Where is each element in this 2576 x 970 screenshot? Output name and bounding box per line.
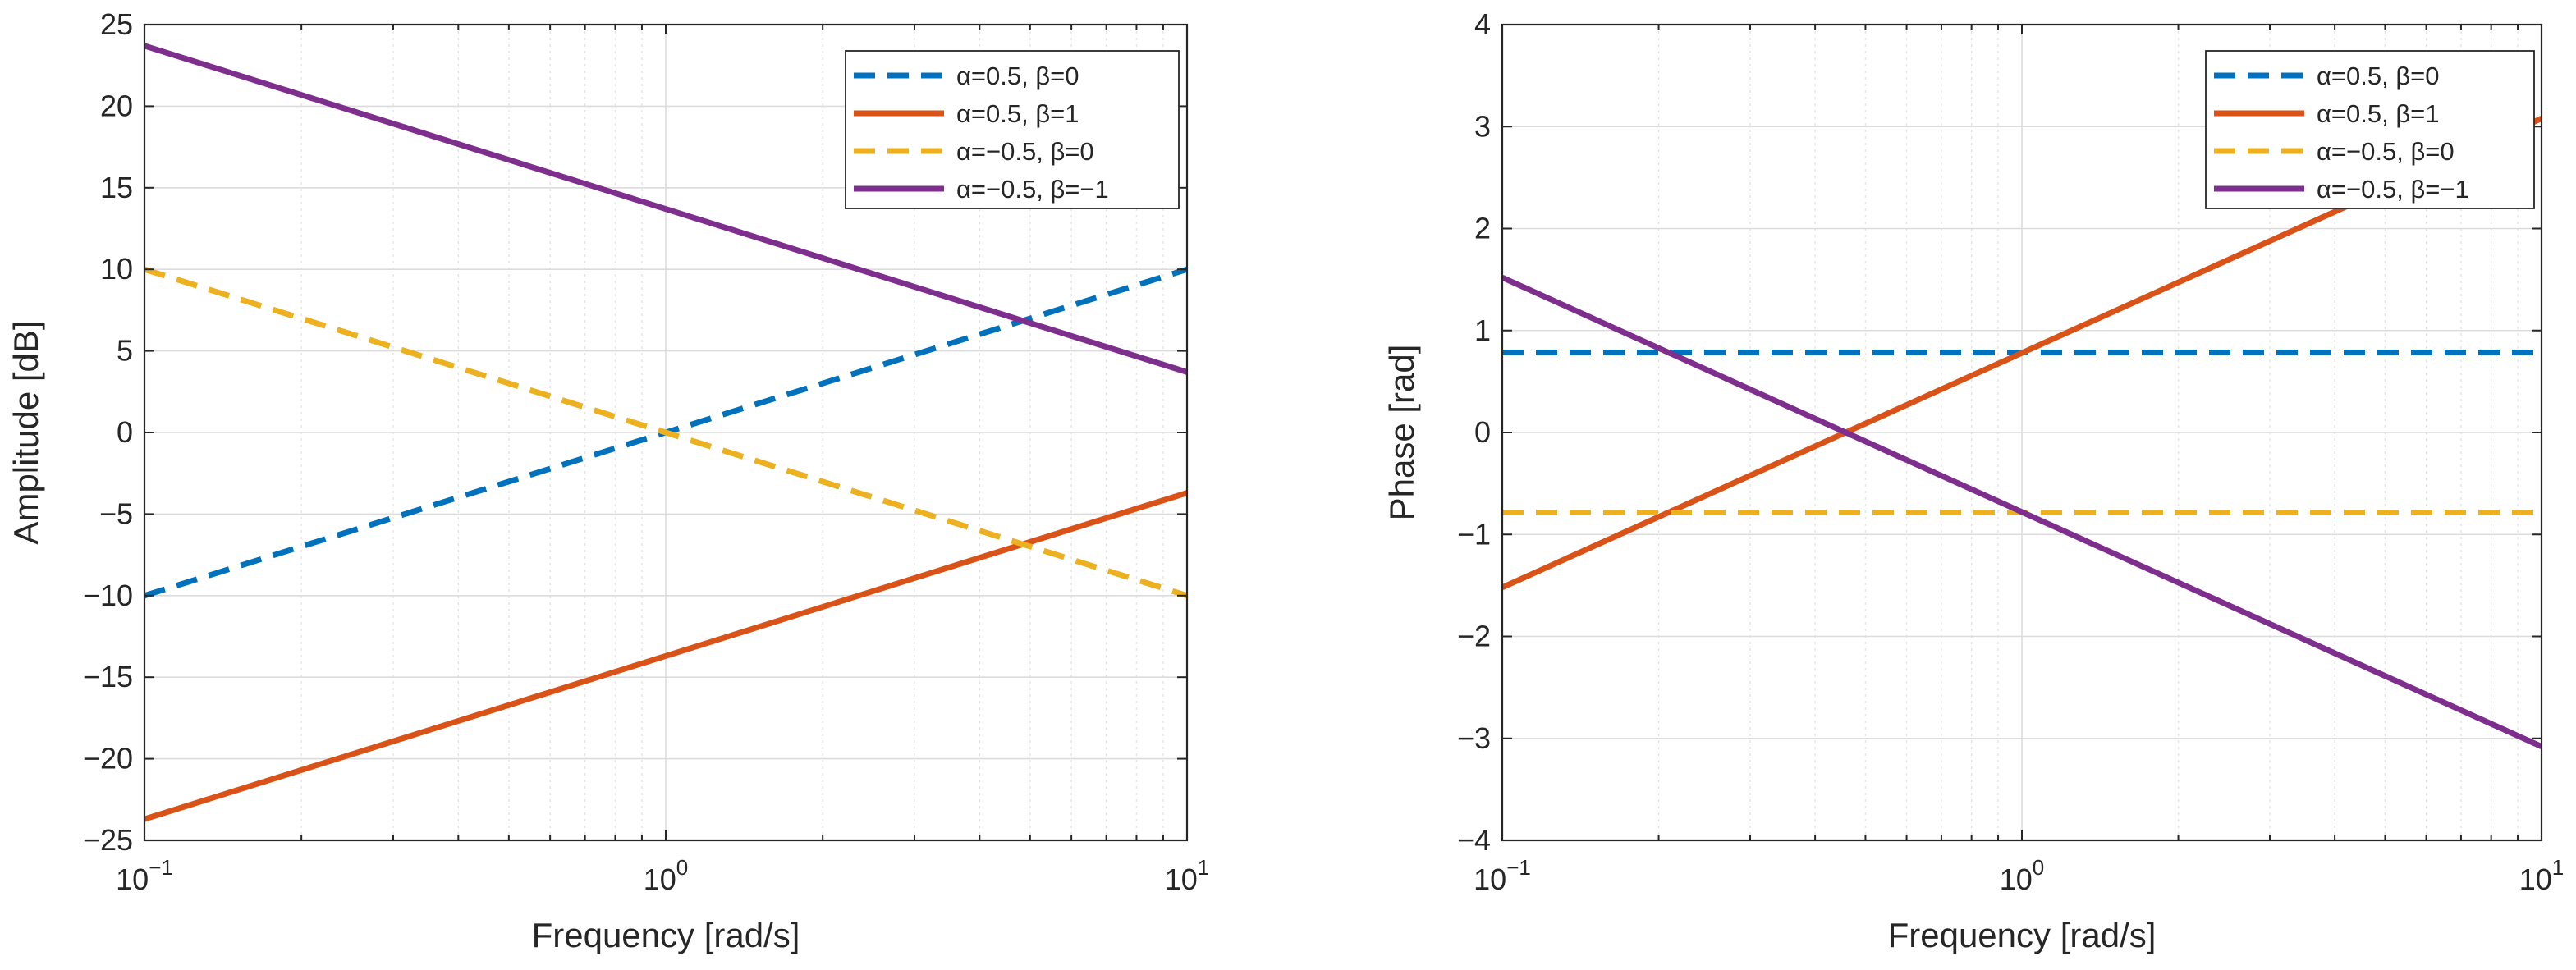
x-tick-label: 101 <box>2519 855 2565 896</box>
y-tick-label: 5 <box>117 334 133 368</box>
series-line-2 <box>144 490 1187 822</box>
y-tick-label: 15 <box>100 171 133 204</box>
x-tick-label: 100 <box>644 855 689 896</box>
y-tick-label: −1 <box>1457 517 1491 551</box>
y-tick-label: 0 <box>1474 415 1491 449</box>
y-tick-label: 2 <box>1474 212 1491 245</box>
series-line-4 <box>1502 274 2542 749</box>
x-axis-label: Frequency [rad/s] <box>532 916 800 954</box>
y-tick-label: 25 <box>100 7 133 41</box>
legend-label-1: α=0.5, β=0 <box>2317 62 2440 90</box>
legend-label-4: α=−0.5, β=−1 <box>2317 175 2469 204</box>
y-axis-label: Phase [rad] <box>1382 345 1421 521</box>
y-tick-label: 1 <box>1474 313 1491 347</box>
legend-label-2: α=0.5, β=1 <box>2317 99 2440 128</box>
y-tick-label: −5 <box>99 496 133 530</box>
y-tick-label: −4 <box>1457 823 1491 857</box>
legend-label-3: α=−0.5, β=0 <box>956 137 1094 166</box>
legend-label-1: α=0.5, β=0 <box>956 62 1079 90</box>
y-tick-label: 4 <box>1474 7 1491 41</box>
y-tick-label: −20 <box>83 742 133 776</box>
y-tick-label: −15 <box>83 660 133 693</box>
x-tick-label: 101 <box>1165 855 1210 896</box>
x-tick-label: 100 <box>2000 855 2045 896</box>
y-tick-label: −10 <box>83 579 133 612</box>
legend-label-4: α=−0.5, β=−1 <box>956 175 1109 204</box>
y-axis-label: Amplitude [dB] <box>7 320 45 544</box>
series-line-3 <box>144 266 1187 599</box>
y-tick-label: 0 <box>117 415 133 449</box>
x-tick-label: 10−1 <box>1474 855 1531 896</box>
legend: α=0.5, β=0 α=0.5, β=1 α=−0.5, β=0 α=−0.5, β… <box>845 50 1180 209</box>
legend: α=0.5, β=0 α=0.5, β=1 α=−0.5, β=0 α=−0.5, β… <box>2205 50 2535 209</box>
legend-label-3: α=−0.5, β=0 <box>2317 137 2455 166</box>
y-tick-label: 20 <box>100 89 133 122</box>
y-tick-label: −2 <box>1457 620 1491 653</box>
series-line-4 <box>144 43 1187 375</box>
y-tick-label: −25 <box>83 823 133 857</box>
x-axis-label: Frequency [rad/s] <box>1888 916 2157 954</box>
x-tick-label: 10−1 <box>116 855 173 896</box>
y-tick-label: 10 <box>100 252 133 286</box>
y-tick-label: −3 <box>1457 721 1491 755</box>
y-tick-label: 3 <box>1474 109 1491 143</box>
legend-label-2: α=0.5, β=1 <box>956 99 1079 128</box>
